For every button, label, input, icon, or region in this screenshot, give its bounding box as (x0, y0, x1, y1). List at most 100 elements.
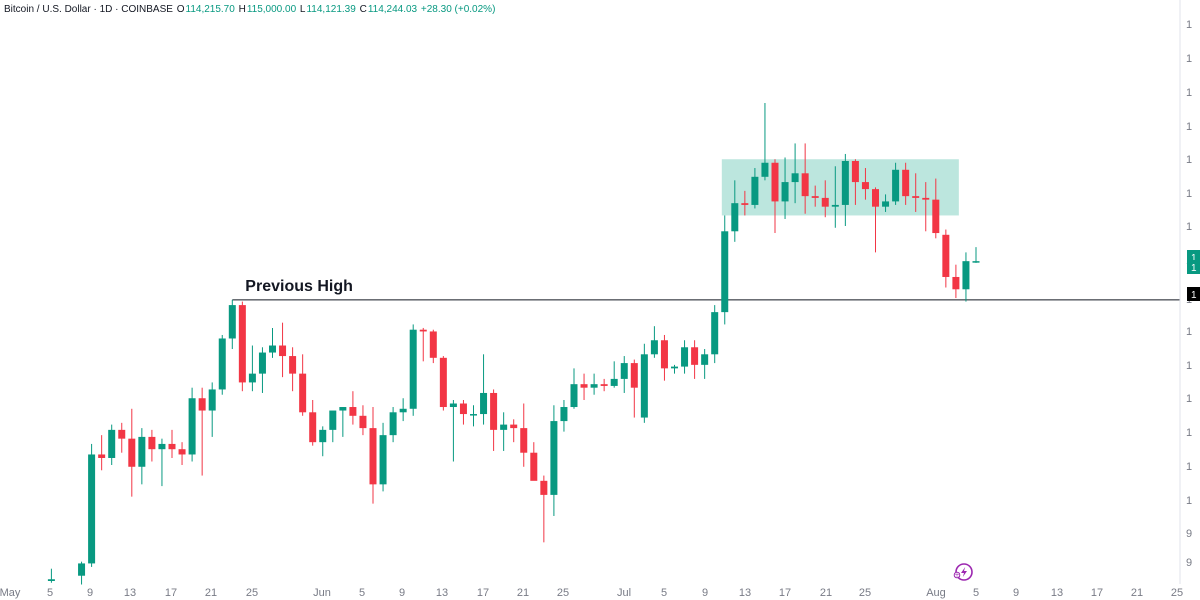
candle[interactable] (178, 442, 186, 466)
symbol-legend[interactable]: Bitcoin / U.S. Dollar · 1D · COINBASE O1… (4, 4, 496, 15)
candle-body (600, 384, 608, 386)
candle[interactable] (540, 475, 548, 543)
time-axis[interactable]: May 5 9 13 17 21 25 Jun 5 9 13 17 21 25 Jul 5 9 13 17 21 25 A… (0, 587, 1183, 599)
candle[interactable] (319, 426, 327, 457)
candle[interactable] (892, 162, 900, 205)
candle[interactable] (952, 264, 960, 299)
candle[interactable] (530, 442, 538, 481)
candle[interactable] (590, 373, 598, 395)
candle[interactable] (681, 340, 689, 374)
candle[interactable] (299, 354, 307, 416)
candle[interactable] (339, 407, 347, 437)
candle[interactable] (882, 194, 890, 212)
candle[interactable] (630, 359, 638, 418)
candle[interactable] (922, 182, 930, 232)
candle[interactable] (168, 429, 176, 458)
candle[interactable] (309, 399, 317, 446)
candle[interactable] (972, 247, 980, 263)
candle[interactable] (329, 410, 337, 443)
candle[interactable] (279, 322, 287, 378)
candle[interactable] (751, 168, 759, 209)
candle[interactable] (349, 391, 357, 425)
candle[interactable] (459, 399, 467, 425)
candle[interactable] (188, 387, 196, 462)
candle[interactable] (47, 568, 55, 583)
candle[interactable] (731, 180, 739, 242)
candle[interactable] (851, 159, 859, 205)
candle[interactable] (98, 435, 106, 471)
candle[interactable] (640, 343, 648, 423)
candle[interactable] (118, 422, 126, 453)
candle[interactable] (389, 407, 397, 443)
candle[interactable] (821, 180, 829, 218)
candle-body (841, 160, 849, 205)
candle[interactable] (600, 378, 608, 392)
candle[interactable] (741, 190, 749, 216)
candle[interactable] (781, 157, 789, 219)
candle[interactable] (439, 356, 447, 411)
candle[interactable] (500, 412, 508, 451)
lightning-circle-icon[interactable]: + (953, 563, 973, 581)
candle[interactable] (218, 334, 226, 395)
candle[interactable] (208, 382, 216, 437)
candle[interactable] (711, 305, 719, 364)
candle[interactable] (158, 438, 166, 487)
candle[interactable] (359, 405, 367, 436)
candle[interactable] (228, 299, 236, 350)
candle[interactable] (108, 424, 116, 466)
candle[interactable] (258, 347, 266, 393)
candle[interactable] (570, 368, 578, 409)
candle[interactable] (902, 162, 910, 205)
candle[interactable] (761, 103, 769, 181)
candle[interactable] (429, 329, 437, 364)
candle[interactable] (550, 405, 558, 516)
candle[interactable] (520, 403, 528, 467)
candle[interactable] (831, 166, 839, 228)
candle[interactable] (861, 168, 869, 200)
candle[interactable] (912, 173, 920, 212)
candle[interactable] (660, 334, 668, 381)
candle[interactable] (480, 354, 488, 425)
candle[interactable] (470, 405, 477, 427)
candle[interactable] (610, 361, 618, 388)
candle[interactable] (238, 301, 246, 392)
candle[interactable] (872, 187, 879, 253)
candle[interactable] (148, 429, 156, 462)
candle[interactable] (671, 364, 678, 374)
candle[interactable] (791, 143, 799, 204)
candle[interactable] (811, 185, 819, 207)
zone-rect[interactable] (721, 159, 959, 216)
candle[interactable] (620, 356, 628, 393)
candle[interactable] (942, 229, 950, 288)
candle[interactable] (409, 324, 417, 416)
candle[interactable] (128, 408, 136, 497)
candle[interactable] (138, 428, 146, 485)
candle[interactable] (289, 347, 297, 392)
candle[interactable] (88, 443, 96, 567)
candle[interactable] (510, 419, 518, 443)
candle[interactable] (932, 178, 940, 239)
candle[interactable] (449, 399, 457, 462)
candle[interactable] (650, 326, 658, 358)
candle[interactable] (721, 215, 729, 325)
candle[interactable] (580, 373, 588, 400)
candle[interactable] (198, 387, 206, 476)
candle[interactable] (419, 327, 427, 362)
candle[interactable] (78, 561, 86, 585)
candle[interactable] (269, 327, 276, 358)
candle[interactable] (701, 349, 709, 379)
candle[interactable] (399, 398, 407, 422)
candle[interactable] (490, 389, 498, 451)
time-tick-label: 13 (1051, 587, 1063, 599)
candle[interactable] (379, 422, 387, 492)
candle[interactable] (248, 345, 256, 392)
candle[interactable] (369, 407, 377, 504)
candle[interactable] (691, 340, 699, 379)
close-value: 114,244.03 (367, 4, 418, 15)
candle[interactable] (560, 399, 568, 432)
candle[interactable] (962, 252, 970, 302)
candle[interactable] (801, 143, 809, 214)
candle[interactable] (771, 159, 779, 234)
candle[interactable] (841, 153, 849, 227)
